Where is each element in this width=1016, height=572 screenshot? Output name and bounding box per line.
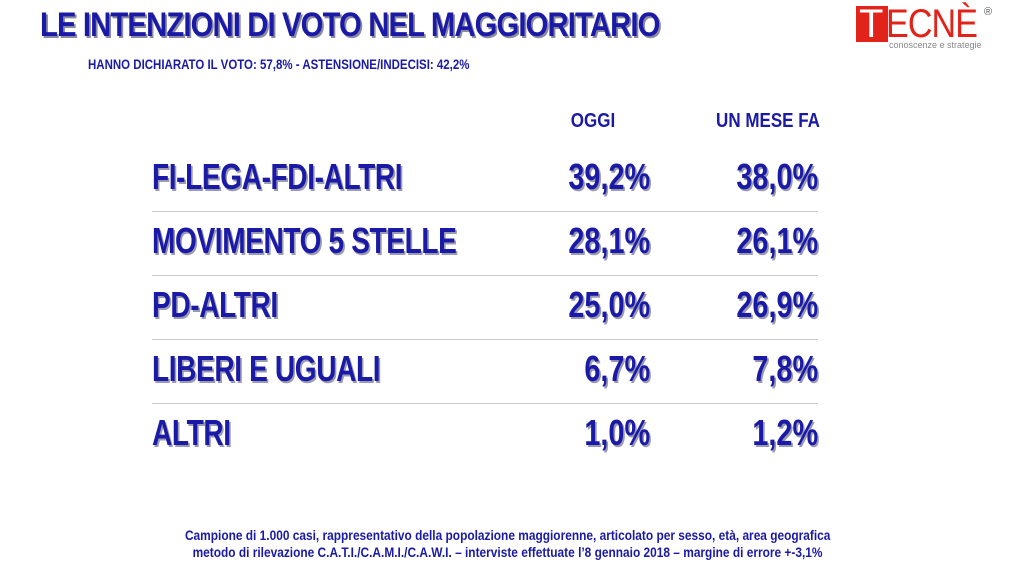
party-label: ALTRI	[152, 412, 231, 453]
row-divider	[152, 275, 818, 276]
party-label: FI-LEGA-FDI-ALTRI	[152, 156, 403, 197]
column-header-mese-fa: UN MESE FA	[716, 110, 820, 132]
value-oggi: 1,0%	[584, 412, 650, 453]
footnote-sample: Campione di 1.000 casi, rappresentativo …	[0, 527, 1016, 543]
party-label: PD-ALTRI	[152, 284, 278, 325]
footnote-method-text: metodo di rilevazione C.A.T.I./C.A.M.I./…	[193, 544, 823, 560]
value-mese-fa: 38,0%	[736, 156, 818, 197]
table-row: MOVIMENTO 5 STELLE 28,1% 26,1%	[152, 212, 818, 276]
tecne-logo: T ECNÈ ® conoscenze e strategie	[856, 2, 996, 50]
value-mese-fa: 1,2%	[752, 412, 818, 453]
footnote-method: metodo di rilevazione C.A.T.I./C.A.M.I./…	[0, 544, 1016, 560]
party-label: MOVIMENTO 5 STELLE	[152, 220, 457, 261]
row-divider	[152, 339, 818, 340]
value-oggi: 28,1%	[568, 220, 650, 261]
value-mese-fa: 26,1%	[736, 220, 818, 261]
logo-tagline: conoscenze e strategie	[889, 40, 982, 50]
table-row: LIBERI E UGUALI 6,7% 7,8%	[152, 340, 818, 404]
value-mese-fa: 26,9%	[736, 284, 818, 325]
row-divider	[152, 211, 818, 212]
logo-mark-letter: T	[859, 2, 884, 46]
column-header-oggi: OGGI	[570, 110, 616, 132]
row-divider	[152, 403, 818, 404]
table-row: FI-LEGA-FDI-ALTRI 39,2% 38,0%	[152, 148, 818, 212]
table-row: ALTRI 1,0% 1,2%	[152, 404, 818, 468]
value-mese-fa: 7,8%	[752, 348, 818, 389]
page-subtitle: HANNO DICHIARATO IL VOTO: 57,8% - ASTENS…	[88, 56, 470, 72]
footnote-sample-text: Campione di 1.000 casi, rappresentativo …	[185, 527, 831, 543]
registered-mark: ®	[984, 6, 993, 18]
logo-mark: T	[856, 2, 888, 46]
page-title: LE INTENZIONI DI VOTO NEL MAGGIORITARIO	[40, 6, 660, 44]
value-oggi: 6,7%	[584, 348, 650, 389]
value-oggi: 25,0%	[568, 284, 650, 325]
party-label: LIBERI E UGUALI	[152, 348, 381, 389]
table-row: PD-ALTRI 25,0% 26,9%	[152, 276, 818, 340]
logo-word: ECNÈ	[886, 2, 978, 46]
value-oggi: 39,2%	[568, 156, 650, 197]
